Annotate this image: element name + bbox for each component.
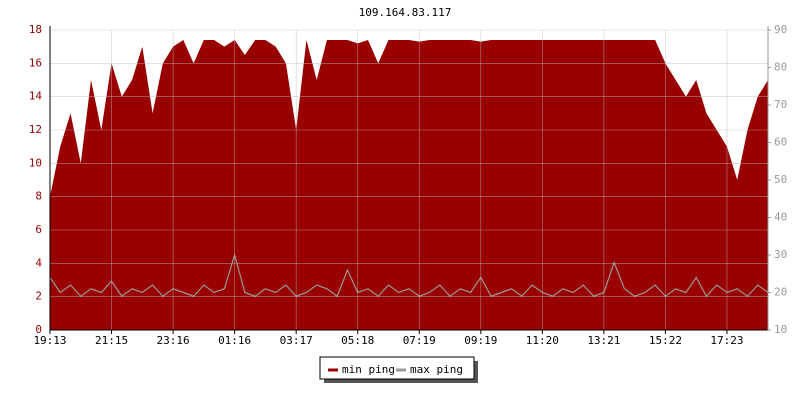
x-tick-label: 17:23 (710, 334, 743, 347)
y-tick-label: 2 (35, 290, 42, 303)
y2-tick-label: 20 (774, 286, 787, 299)
x-tick-label: 09:19 (464, 334, 497, 347)
legend (319, 356, 475, 380)
y-tick-label: 16 (29, 56, 42, 69)
x-tick-label: 11:20 (526, 334, 559, 347)
x-tick-label: 13:21 (587, 334, 620, 347)
y2-tick-label: 30 (774, 248, 787, 261)
x-tick-label: 07:19 (403, 334, 436, 347)
x-tick-label: 23:16 (157, 334, 190, 347)
x-tick-label: 01:16 (218, 334, 251, 347)
legend-label: min ping (342, 363, 395, 376)
y2-tick-label: 90 (774, 23, 787, 36)
x-tick-label: 19:13 (33, 334, 66, 347)
x-tick-label: 21:15 (95, 334, 128, 347)
y-tick-label: 10 (29, 156, 42, 169)
y-tick-label: 4 (35, 256, 42, 269)
x-tick-label: 05:18 (341, 334, 374, 347)
y2-tick-label: 60 (774, 136, 787, 149)
y2-tick-label: 10 (774, 323, 787, 336)
chart-title: 109.164.83.117 (359, 6, 452, 19)
legend-label: max ping (410, 363, 463, 376)
y2-tick-label: 40 (774, 211, 787, 224)
y2-tick-label: 50 (774, 173, 787, 186)
y2-tick-label: 80 (774, 61, 787, 74)
y2-tick-label: 70 (774, 98, 787, 111)
y-tick-label: 0 (35, 323, 42, 336)
area (50, 40, 768, 330)
x-tick-label: 03:17 (280, 334, 313, 347)
y-tick-label: 8 (35, 190, 42, 203)
y-tick-label: 6 (35, 223, 42, 236)
y-tick-label: 18 (29, 23, 42, 36)
y-tick-label: 12 (29, 123, 42, 136)
y-tick-label: 14 (29, 90, 43, 103)
x-tick-label: 15:22 (649, 334, 682, 347)
line (49, 252, 769, 298)
